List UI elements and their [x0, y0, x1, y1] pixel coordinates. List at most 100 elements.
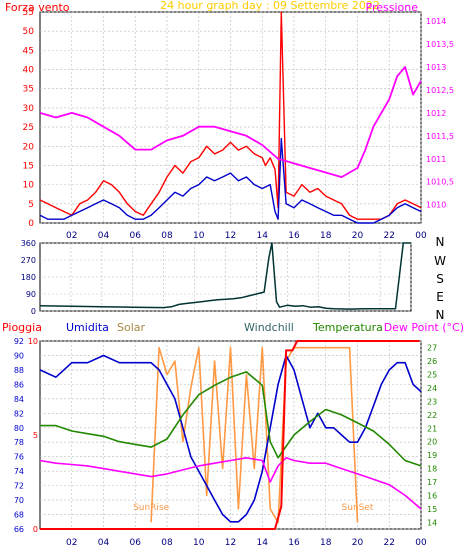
x-tick-label: 18	[320, 538, 332, 548]
temperature-humidity-panel: Pioggia Umidita Solar Windchill Temperat…	[2, 321, 464, 548]
x-tick-label: 06	[130, 538, 142, 548]
series-line-direction	[39, 242, 411, 310]
pressure-tick-label: 1012,5	[426, 86, 454, 95]
temp-tick-label: 23	[427, 397, 437, 406]
compass-label: N	[436, 235, 445, 249]
x-tick-label: 16	[288, 231, 300, 241]
temp-tick-label: 19	[427, 451, 437, 460]
series-line-rain	[40, 340, 420, 530]
series-line-dewpoint	[39, 457, 422, 510]
temp-tick-label: 18	[427, 465, 437, 474]
pressure-tick-label: 1013	[426, 63, 446, 72]
temp-tick-label: 27	[427, 344, 437, 353]
dewpoint-label: Dew Point (°C)	[384, 321, 464, 334]
humidity-tick-label: 88	[14, 366, 24, 375]
pressure-tick-label: 1010	[426, 201, 446, 210]
humidity-tick-label: 90	[14, 351, 24, 360]
humidity-tick-label: 82	[14, 409, 24, 418]
y-tick-label: 40	[23, 66, 35, 76]
humidity-tick-label: 78	[14, 438, 24, 447]
humidity-tick-label: 74	[14, 467, 24, 476]
wind-series	[39, 11, 422, 224]
chart-title: 24 hour graph day : 09 Settembre 2022	[160, 0, 380, 12]
wind-force-label: Forza vento	[5, 1, 70, 14]
temperature-y-axis-labels: 14 15 16 17 18 19 20 21 22 23 24 25 26 27	[427, 344, 437, 528]
x-tick-label: 20	[352, 231, 364, 241]
sun-annotation-label: SunSet	[342, 503, 374, 513]
x-tick-label: 04	[98, 231, 110, 241]
temp-tick-label: 17	[427, 478, 437, 487]
y-tick-label: 15	[23, 161, 34, 171]
humidity-tick-label: 92	[14, 337, 24, 346]
compass-label: S	[436, 272, 444, 286]
pressure-tick-label: 1010,5	[426, 178, 454, 187]
rain-tick-label: 0	[33, 525, 38, 534]
direction-series	[39, 242, 411, 310]
wind-plot-grid	[40, 11, 422, 224]
humidity-tick-label: 86	[14, 380, 24, 389]
direction-tick-label: 360	[21, 239, 36, 248]
rain-tick-label: 10	[28, 337, 38, 346]
x-tick-label: 12	[225, 538, 236, 548]
rain-tick-label: 5	[33, 431, 38, 440]
direction-plot-grid	[40, 242, 412, 312]
compass-label: E	[436, 290, 444, 304]
temp-tick-label: 15	[427, 505, 437, 514]
x-tick-label: 14	[257, 538, 269, 548]
pressure-tick-label: 1012	[426, 109, 446, 118]
x-tick-label: 00	[415, 231, 427, 241]
windchill-label: Windchill	[244, 321, 294, 334]
direction-tick-label: 90	[26, 290, 36, 299]
x-tick-label: 18	[320, 231, 332, 241]
direction-y-axis-labels: 0 90 180 270 360	[21, 239, 36, 316]
series-line-temperature	[40, 371, 422, 467]
series-line-humidity	[39, 354, 422, 523]
y-tick-label: 45	[23, 46, 34, 56]
sun-annotation-label: SunRise	[133, 503, 170, 513]
y-tick-label: 50	[23, 27, 35, 37]
wind-x-axis-labels: 02 04 06 08 10 12 14 16 18 20 22 00	[66, 231, 427, 241]
x-tick-label: 02	[66, 538, 77, 548]
temp-tick-label: 24	[427, 384, 437, 393]
pressure-label: Pressione	[366, 1, 419, 14]
x-tick-label: 22	[384, 538, 395, 548]
rain-label: Pioggia	[2, 321, 42, 334]
wind-pressure-panel: Forza vento 24 hour graph day : 09 Sette…	[5, 0, 454, 241]
humidity-tick-label: 80	[14, 424, 24, 433]
y-tick-label: 30	[23, 104, 35, 114]
x-tick-label: 06	[130, 231, 142, 241]
compass-label: N	[436, 308, 445, 322]
x-tick-label: 10	[193, 538, 205, 548]
wind-y-axis-labels: 0 5 10 15 20 25 30 35 40 45 50 55	[23, 8, 35, 229]
humidity-tick-label: 84	[14, 395, 24, 404]
compass-label: W	[434, 254, 446, 268]
pressure-tick-label: 1013,5	[426, 40, 454, 49]
x-tick-label: 08	[161, 538, 173, 548]
temp-tick-label: 16	[427, 491, 437, 500]
x-tick-label: 16	[288, 538, 300, 548]
temperature-label: Temperatura	[312, 321, 383, 334]
y-tick-label: 55	[23, 8, 34, 18]
humidity-tick-label: 66	[14, 525, 24, 534]
x-tick-label: 22	[384, 231, 395, 241]
humidity-tick-label: 72	[14, 482, 24, 491]
temp-tick-label: 14	[427, 518, 437, 527]
series-line-wind	[39, 137, 422, 224]
direction-tick-label: 180	[21, 273, 36, 282]
pressure-tick-label: 1011,5	[426, 132, 454, 141]
temp-x-axis-labels: 02 04 06 08 10 12 14 16 18 20 22 00	[66, 538, 427, 548]
humidity-tick-label: 76	[14, 453, 24, 462]
humidity-tick-label: 68	[14, 511, 24, 520]
temp-tick-label: 22	[427, 411, 437, 420]
solar-label: Solar	[117, 321, 146, 334]
temp-tick-label: 25	[427, 371, 437, 380]
pressure-tick-label: 1014	[426, 17, 446, 26]
x-tick-label: 10	[193, 231, 205, 241]
rain-y-axis-labels: 0 5 10	[28, 337, 38, 534]
temp-tick-label: 20	[427, 438, 437, 447]
sun-annotations: SunRise SunSet	[133, 503, 374, 513]
temp-tick-label: 21	[427, 424, 437, 433]
